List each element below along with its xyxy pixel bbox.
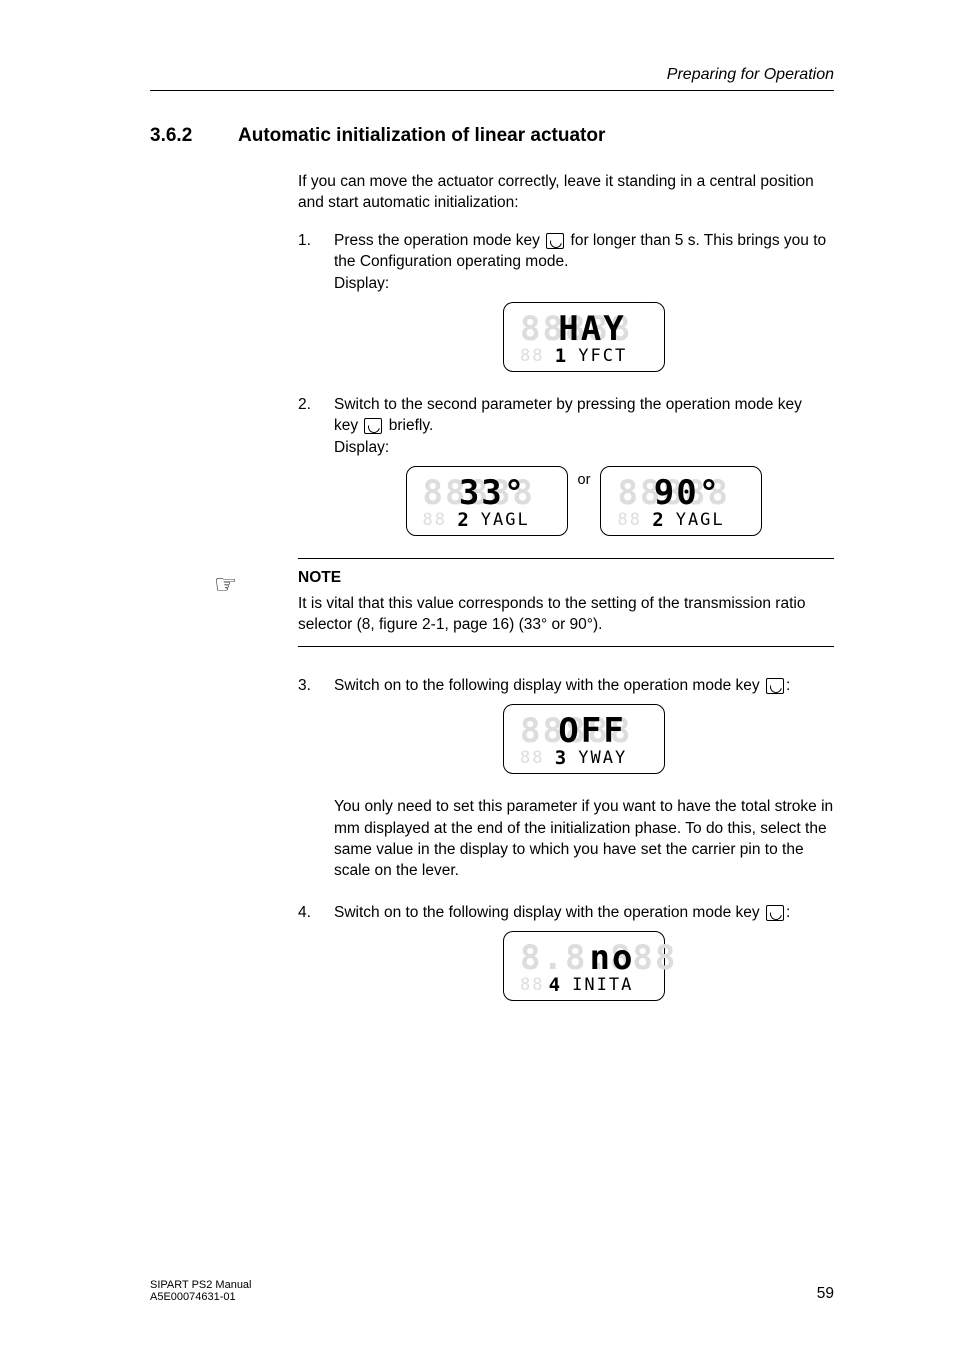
lcd-ghost-bot: 88 [423, 510, 447, 530]
step-text-part-b: : [786, 904, 790, 921]
lcd-main-value: 90° [654, 473, 721, 513]
hand-key-icon [766, 678, 784, 694]
lcd-ghost-bot: 88 [617, 510, 641, 530]
page-number: 59 [817, 1285, 834, 1303]
step-3-follow-paragraph: You only need to set this parameter if y… [334, 796, 834, 882]
lcd-param-label: INITA [572, 975, 633, 995]
section-heading: 3.6.2 Automatic initialization of linear… [150, 125, 834, 147]
step-text-part-a: Switch on to the following display with … [334, 904, 764, 921]
step-text-part-b: briefly. [384, 417, 433, 434]
or-label: or [578, 472, 591, 488]
running-header: Preparing for Operation [150, 66, 834, 91]
step-3: 3. Switch on to the following display wi… [298, 675, 834, 696]
section-title: Automatic initialization of linear actua… [238, 125, 605, 147]
lcd-ghost-bot: 88 [520, 975, 544, 995]
step-number: 1. [298, 230, 320, 294]
step-text-part-a: Switch to the second parameter by pressi… [334, 396, 802, 413]
lcd-param-number: 2 [652, 509, 663, 531]
lcd-display-2a: 88888 33° 88 2 YAGL [406, 466, 568, 536]
step-2: 2. Switch to the second parameter by pre… [298, 394, 834, 458]
step-number-empty [298, 796, 320, 896]
footer-left: SIPART PS2 Manual A5E00074631-01 [150, 1279, 252, 1303]
lcd-display-4: 8.8.888 no 88 4 INITA [503, 931, 665, 1001]
lcd-display-1: 88888 HAY 88 1 YFCT [503, 302, 665, 372]
hand-key-icon [766, 905, 784, 921]
footer-docid: A5E00074631-01 [150, 1291, 252, 1303]
lcd-ghost-bot: 88 [520, 346, 544, 366]
step-text-key-line: key [334, 417, 362, 434]
display-label: Display: [334, 275, 389, 292]
lcd-param-number: 2 [457, 509, 468, 531]
step-3-followup: You only need to set this parameter if y… [298, 796, 834, 896]
note-block: ☞ NOTE It is vital that this value corre… [298, 558, 834, 647]
lcd-main-value: HAY [558, 309, 625, 349]
note-title: NOTE [298, 569, 834, 587]
display-label: Display: [334, 439, 389, 456]
lcd-main-value: OFF [558, 711, 625, 751]
hand-key-icon [364, 418, 382, 434]
lcd-main-value: 33° [459, 473, 526, 513]
lcd-param-number: 3 [555, 747, 566, 769]
step-text-part-a: Press the operation mode key [334, 232, 544, 249]
note-text: It is vital that this value corresponds … [298, 593, 834, 636]
lcd-param-label: YFCT [578, 346, 627, 366]
page-footer: SIPART PS2 Manual A5E00074631-01 59 [150, 1279, 834, 1303]
note-pointer-icon: ☞ [214, 569, 237, 600]
lcd-param-number: 4 [549, 974, 560, 996]
hand-key-icon [546, 233, 564, 249]
lcd-display-3: 88888 OFF 88 3 YWAY [503, 704, 665, 774]
step-number: 2. [298, 394, 320, 458]
step-number: 4. [298, 902, 320, 923]
step-text-part-a: Switch on to the following display with … [334, 677, 764, 694]
step-text-part-b: : [786, 677, 790, 694]
footer-product: SIPART PS2 Manual [150, 1279, 252, 1291]
intro-paragraph: If you can move the actuator correctly, … [298, 171, 834, 214]
step-number: 3. [298, 675, 320, 696]
lcd-param-number: 1 [555, 345, 566, 367]
lcd-param-label: YAGL [481, 510, 530, 530]
step-4: 4. Switch on to the following display wi… [298, 902, 834, 923]
lcd-param-label: YWAY [578, 748, 627, 768]
lcd-param-label: YAGL [676, 510, 725, 530]
step-1: 1. Press the operation mode key for long… [298, 230, 834, 294]
lcd-ghost-bot: 88 [520, 748, 544, 768]
lcd-main-value: no [590, 938, 635, 978]
section-number: 3.6.2 [150, 125, 210, 147]
lcd-display-2b: 88888 90° 88 2 YAGL [600, 466, 762, 536]
